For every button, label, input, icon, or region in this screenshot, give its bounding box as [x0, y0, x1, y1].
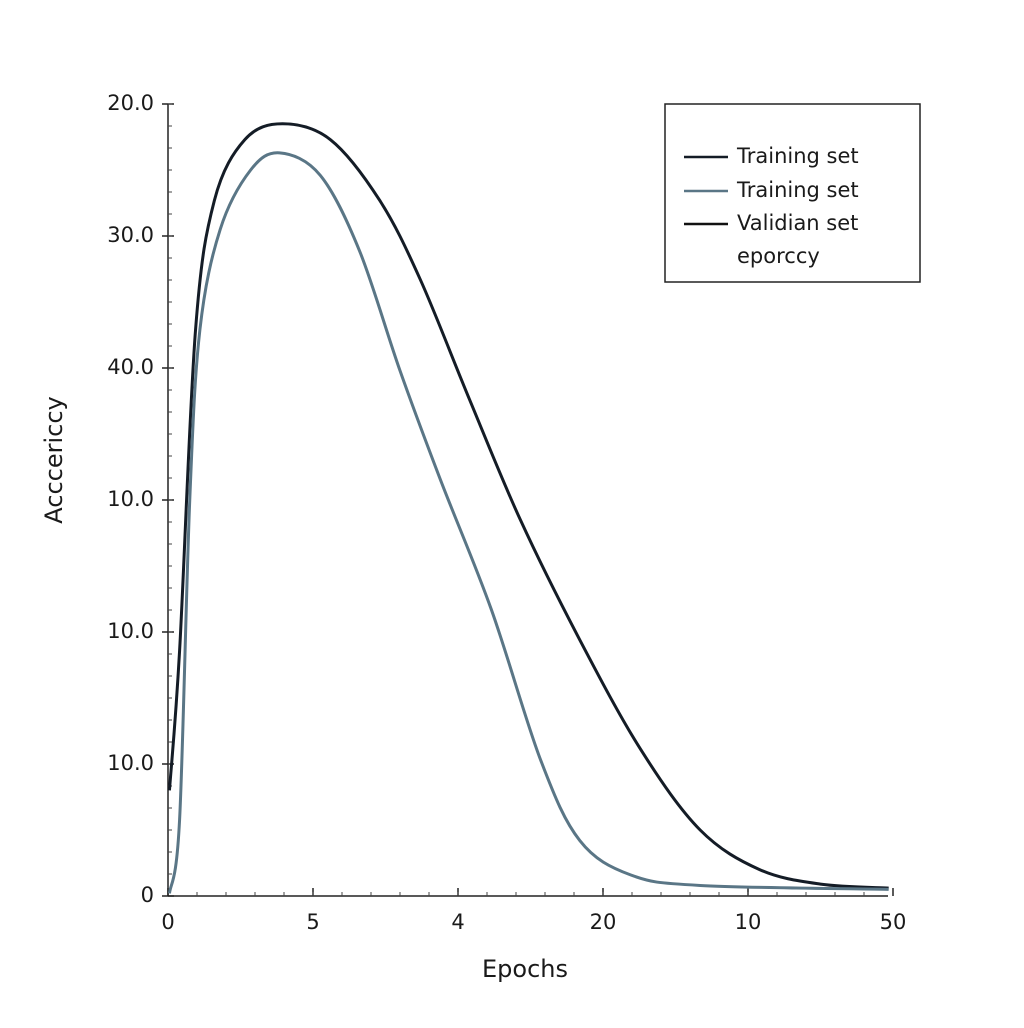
legend-label: Training set: [736, 178, 859, 202]
y-axis-label: Acccericcy: [40, 396, 68, 523]
y-tick-label: 30.0: [107, 223, 154, 247]
x-tick-label: 0: [161, 910, 174, 934]
y-tick-label: 40.0: [107, 355, 154, 379]
y-tick-label: 10.0: [107, 619, 154, 643]
y-tick-label: 0: [141, 883, 154, 907]
line-series: [167, 122, 889, 890]
x-tick-label: 10: [735, 910, 762, 934]
y-tick-label: 20.0: [107, 91, 154, 115]
x-tick-label: 20: [590, 910, 617, 934]
legend-box: [664, 103, 921, 283]
legend-label: Validian set: [737, 211, 858, 235]
x-axis-label: Epochs: [482, 955, 568, 983]
x-tick-label: 50: [880, 910, 907, 934]
y-tick-label: 10.0: [107, 751, 154, 775]
y-tick-label: 10.0: [107, 487, 154, 511]
x-tick-label: 4: [451, 910, 464, 934]
x-tick-label: 5: [306, 910, 319, 934]
legend-label: Training set: [736, 144, 859, 168]
line-series: [167, 151, 889, 894]
legend-note: eporccy: [737, 244, 820, 268]
